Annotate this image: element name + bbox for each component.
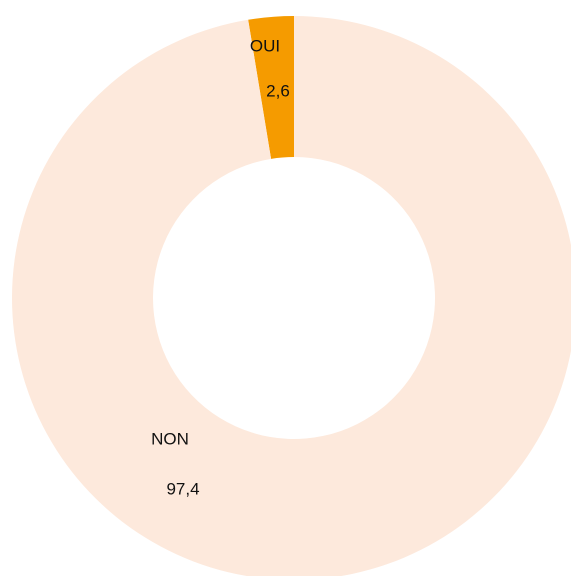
value-label: 2,6 xyxy=(266,81,290,100)
donut-slice xyxy=(12,16,571,580)
slice-label: NON xyxy=(151,429,189,448)
value-label: 97,4 xyxy=(166,479,199,498)
slice-label: OUI xyxy=(250,36,280,55)
donut-slice xyxy=(248,16,294,159)
